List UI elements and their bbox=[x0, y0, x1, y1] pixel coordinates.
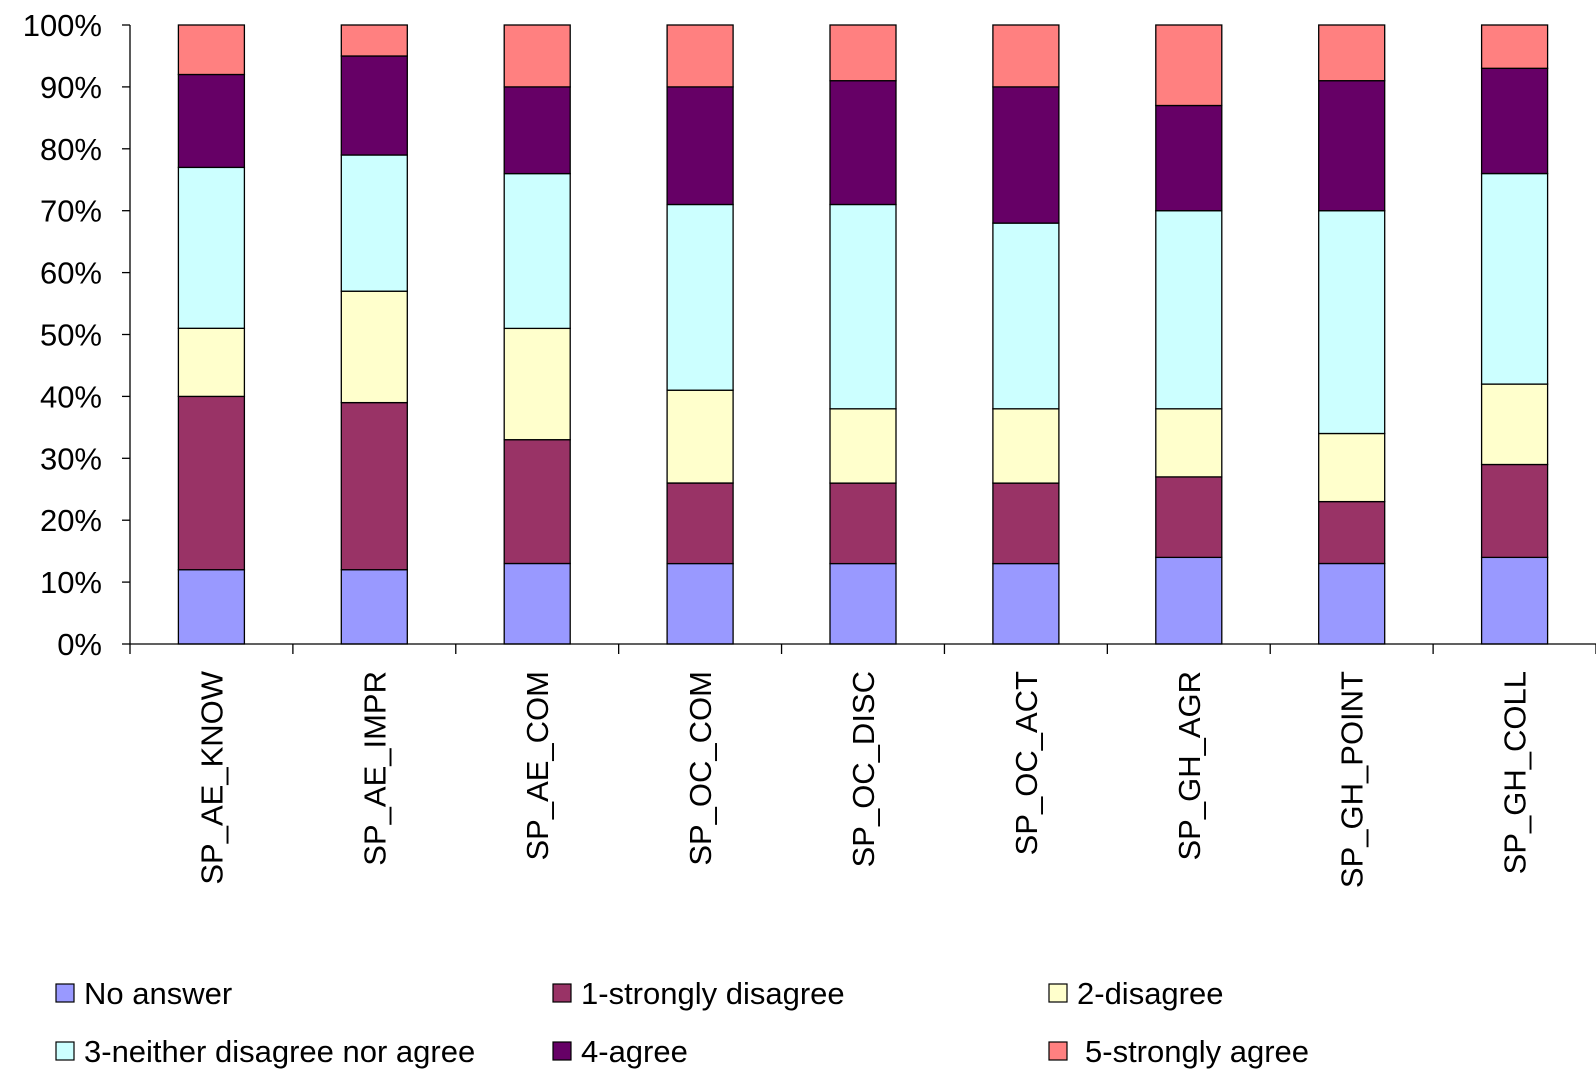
bar-segment bbox=[340, 24, 408, 57]
bar-segment bbox=[992, 408, 1060, 484]
bar-segment bbox=[177, 73, 246, 169]
bar-segment bbox=[503, 86, 571, 175]
bar-segment bbox=[340, 401, 408, 571]
legend-label: 4-agree bbox=[581, 1034, 688, 1069]
legend: No answer 1-strongly disagree 2-disagree 3-… bbox=[55, 976, 1309, 1069]
bar-segment bbox=[992, 222, 1060, 410]
legend-label: 3-neither disagree nor agree bbox=[84, 1034, 475, 1069]
x-tick-label: SP_OC_ACT bbox=[1009, 671, 1044, 855]
y-tick-label: 40% bbox=[40, 379, 102, 414]
bar-segment bbox=[992, 86, 1060, 224]
bar-segment bbox=[992, 482, 1060, 565]
y-tick-label: 90% bbox=[40, 70, 102, 105]
legend-label: 2-disagree bbox=[1077, 976, 1223, 1011]
bar-segment bbox=[829, 24, 897, 82]
bar-segment bbox=[1318, 562, 1386, 645]
bar-segment bbox=[1318, 24, 1386, 82]
bar-segment bbox=[992, 562, 1060, 645]
bar-segment bbox=[340, 154, 408, 292]
bar-segment bbox=[1155, 210, 1223, 410]
x-axis: SP_AE_KNOW SP_AE_IMPR SP_AE_COM SP_OC_COM SP… bbox=[129, 643, 1596, 888]
bar-segment bbox=[666, 203, 734, 391]
bar-segment bbox=[340, 290, 408, 404]
y-tick-label: 10% bbox=[40, 565, 102, 600]
legend-item: 2-disagree bbox=[1048, 976, 1223, 1011]
legend-swatch bbox=[55, 1041, 75, 1061]
bar-segment bbox=[829, 80, 897, 206]
bar-segment bbox=[503, 24, 571, 88]
bar-segment bbox=[1155, 104, 1223, 212]
bar-segment bbox=[1155, 476, 1223, 559]
y-tick-label: 30% bbox=[40, 441, 102, 476]
bar-segment bbox=[503, 439, 571, 565]
legend-label: No answer bbox=[84, 976, 232, 1011]
bar-segment bbox=[666, 482, 734, 565]
plot-area bbox=[177, 24, 1549, 645]
bar-segment bbox=[1480, 463, 1549, 559]
legend-item: 3-neither disagree nor agree bbox=[55, 1034, 475, 1069]
x-tick-label: SP_GH_COLL bbox=[1498, 671, 1533, 874]
legend-label: 1-strongly disagree bbox=[581, 976, 845, 1011]
bar-segment bbox=[1318, 210, 1386, 435]
x-tick-label: SP_OC_COM bbox=[683, 671, 718, 866]
legend-swatch bbox=[1048, 983, 1068, 1003]
bar-segment bbox=[340, 55, 408, 156]
legend-item: No answer bbox=[55, 976, 232, 1011]
x-tick-label: SP_GH_POINT bbox=[1335, 671, 1370, 888]
y-tick-label: 60% bbox=[40, 256, 102, 291]
bar-segment bbox=[1480, 383, 1549, 466]
bar-segment bbox=[829, 482, 897, 565]
bar-segment bbox=[503, 327, 571, 441]
bar-segment bbox=[503, 562, 571, 645]
x-tick-label: SP_AE_COM bbox=[520, 671, 555, 861]
bar-segment bbox=[666, 86, 734, 206]
bar-segment bbox=[177, 569, 246, 645]
x-tick-label: SP_GH_AGR bbox=[1172, 671, 1207, 861]
y-tick-label: 80% bbox=[40, 132, 102, 167]
bar-segment bbox=[1480, 556, 1549, 645]
legend-swatch bbox=[55, 983, 75, 1003]
bar-segment bbox=[1318, 432, 1386, 503]
legend-swatch bbox=[552, 983, 572, 1003]
bar-segment bbox=[666, 24, 734, 88]
legend-swatch bbox=[552, 1041, 572, 1061]
bar-segment bbox=[829, 408, 897, 484]
y-tick-label: 70% bbox=[40, 194, 102, 229]
bar-segment bbox=[829, 203, 897, 410]
legend-swatch bbox=[1048, 1041, 1068, 1061]
bar-segment bbox=[1480, 67, 1549, 175]
legend-label: 5-strongly agree bbox=[1085, 1034, 1309, 1069]
x-tick-label: SP_AE_IMPR bbox=[357, 671, 392, 866]
bar-segment bbox=[666, 562, 734, 645]
x-tick-label: SP_AE_KNOW bbox=[194, 670, 229, 884]
legend-item: 5-strongly agree bbox=[1048, 1034, 1309, 1069]
bar-segment bbox=[1155, 556, 1223, 645]
bar-segment bbox=[503, 172, 571, 330]
bar-segment bbox=[829, 562, 897, 645]
legend-item: 4-agree bbox=[552, 1034, 688, 1069]
y-tick-label: 100% bbox=[23, 8, 102, 43]
y-tick-label: 0% bbox=[57, 627, 102, 662]
y-tick-label: 50% bbox=[40, 318, 102, 353]
bar-segment bbox=[992, 24, 1060, 88]
bar-segment bbox=[177, 166, 246, 329]
bar-segment bbox=[1480, 24, 1549, 69]
bar-segment bbox=[177, 24, 246, 76]
bar-segment bbox=[1155, 24, 1223, 107]
bar-segment bbox=[177, 395, 246, 571]
bar-segment bbox=[177, 327, 246, 398]
y-axis: 0% 10% 20% 30% 40% 50% 60% 70% 80% 90% 100% bbox=[23, 8, 131, 662]
bar-segment bbox=[666, 389, 734, 484]
bar-segment bbox=[1318, 80, 1386, 212]
bar-segment bbox=[1155, 408, 1223, 478]
bar-segment bbox=[340, 569, 408, 645]
bar-segment bbox=[1318, 500, 1386, 565]
legend-item: 1-strongly disagree bbox=[552, 976, 845, 1011]
y-tick-label: 20% bbox=[40, 503, 102, 538]
bar-segment bbox=[1480, 172, 1549, 385]
x-tick-label: SP_OC_DISC bbox=[846, 671, 881, 867]
